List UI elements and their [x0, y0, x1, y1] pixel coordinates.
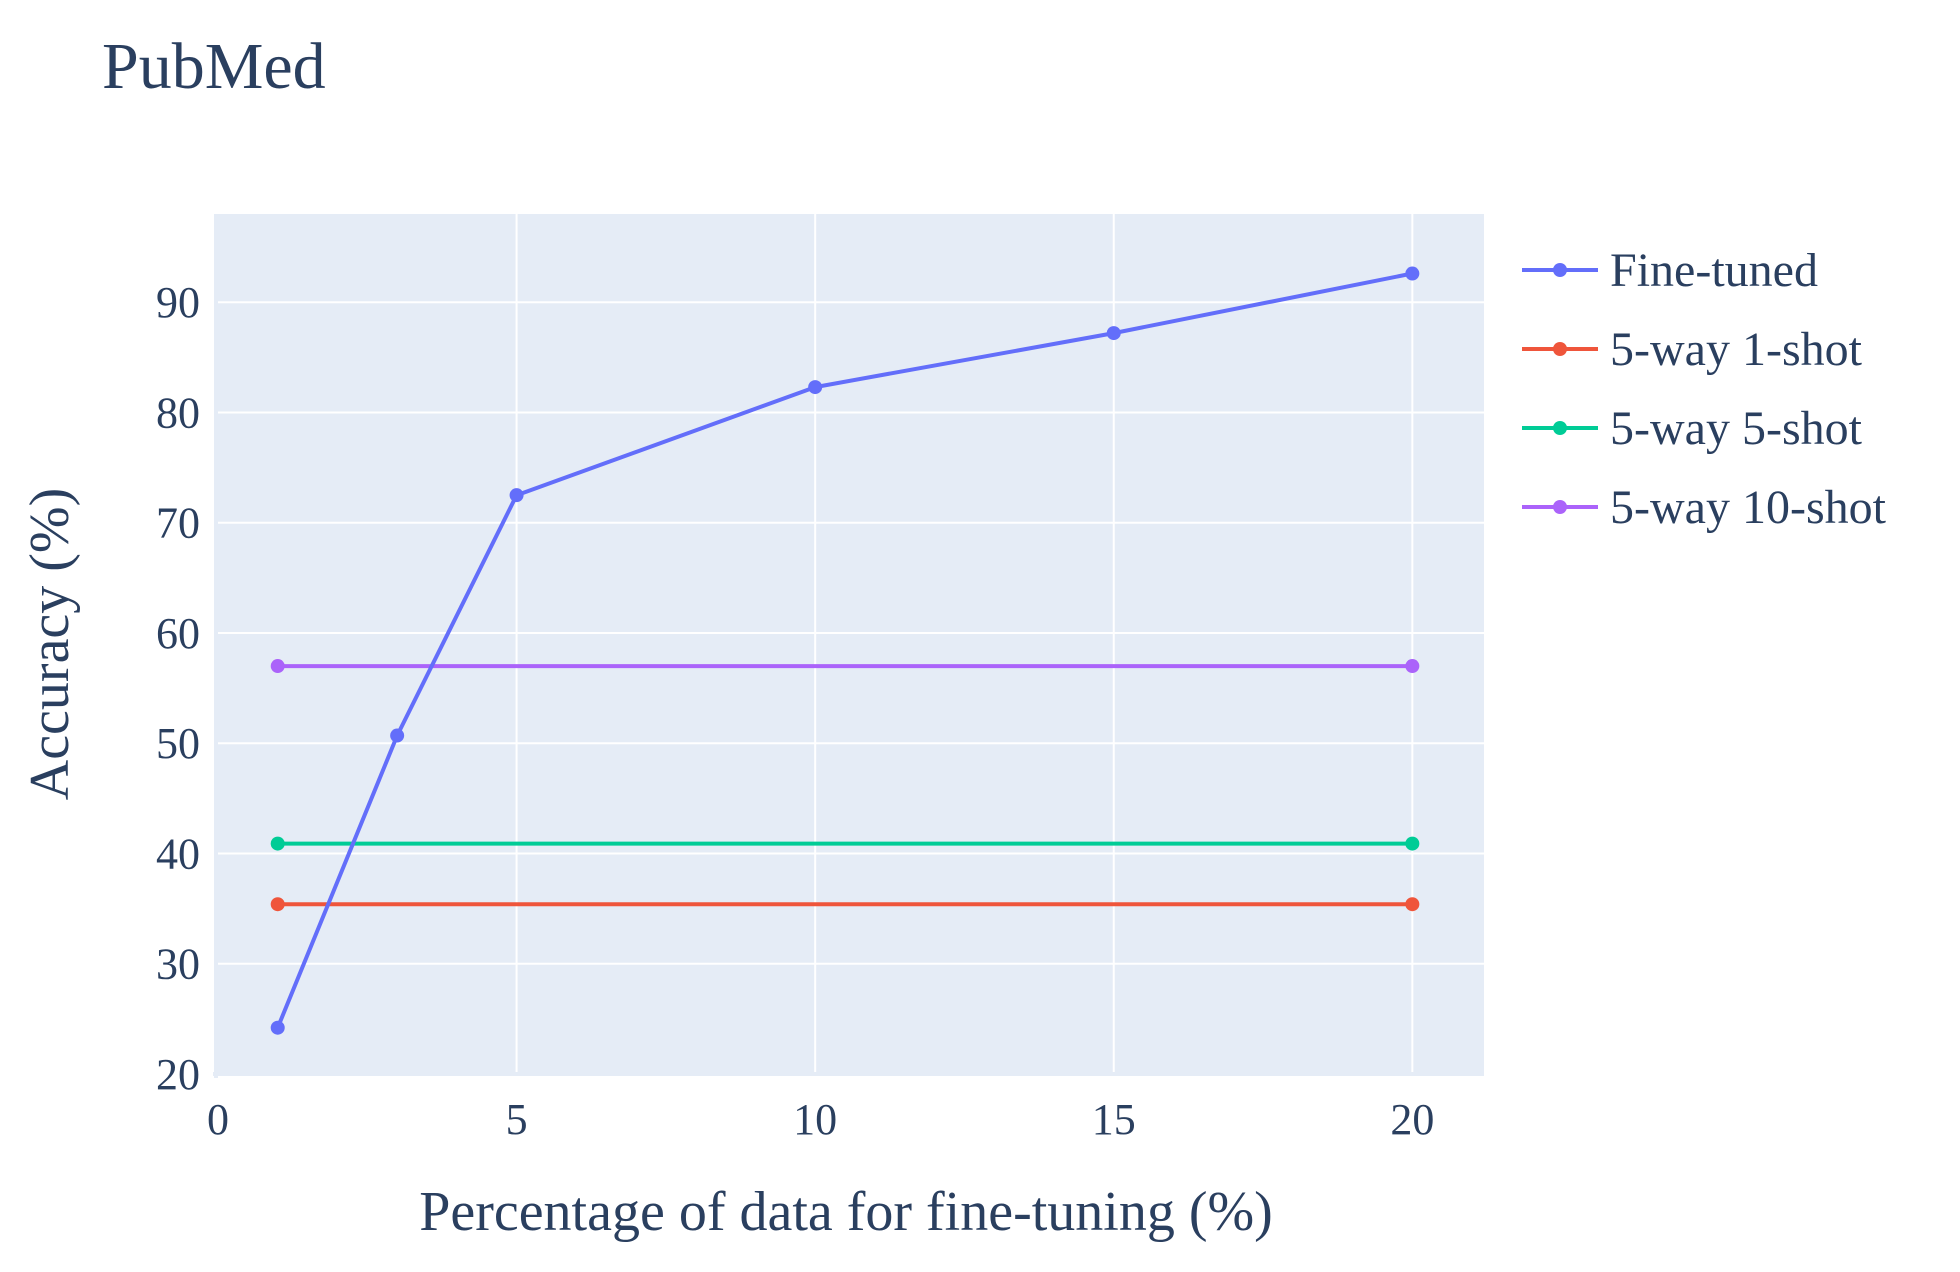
y-tick-label: 90	[156, 278, 200, 327]
data-point	[270, 897, 285, 912]
x-tick-label: 10	[793, 1095, 837, 1144]
legend-item: 5-way 1-shot	[1522, 323, 1863, 376]
data-point	[1106, 326, 1121, 341]
y-tick-label: 70	[156, 499, 200, 548]
grid	[218, 214, 1484, 1074]
data-point	[509, 488, 524, 503]
x-tick-label: 0	[207, 1095, 229, 1144]
x-tick-labels: 0 5 10 15 20	[207, 1095, 1434, 1144]
y-tick-labels: 20 30 40 50 60 70 80 90	[156, 278, 200, 1099]
series	[270, 836, 1420, 851]
y-tick-label: 40	[156, 829, 200, 878]
legend-item: 5-way 10-shot	[1522, 481, 1887, 534]
y-axis-title: Accuracy (%)	[19, 488, 81, 800]
data-point	[270, 1020, 285, 1035]
series	[270, 897, 1420, 912]
y-tick-label: 50	[156, 719, 200, 768]
y-tick-label: 60	[156, 609, 200, 658]
series-layer	[270, 266, 1420, 1035]
data-point	[1405, 266, 1420, 281]
series-line	[275, 271, 1413, 1029]
y-tick-label: 80	[156, 388, 200, 437]
series	[270, 266, 1420, 1035]
data-point	[270, 659, 285, 674]
data-point	[1405, 659, 1420, 674]
axes	[213, 214, 1484, 1078]
legend-label: 5-way 5-shot	[1610, 402, 1863, 455]
legend-item: Fine-tuned	[1522, 244, 1818, 297]
legend-swatch-marker	[1553, 421, 1567, 435]
legend-swatch-marker	[1553, 263, 1567, 277]
legend-swatch-marker	[1553, 500, 1567, 514]
y-tick-label: 20	[156, 1050, 200, 1099]
data-point	[1405, 897, 1420, 912]
x-tick-label: 20	[1390, 1095, 1434, 1144]
legend-swatch-marker	[1553, 342, 1567, 356]
data-point	[1405, 836, 1420, 851]
data-point	[270, 836, 285, 851]
x-tick-label: 5	[506, 1095, 528, 1144]
legend-label: Fine-tuned	[1610, 244, 1818, 297]
legend-item: 5-way 5-shot	[1522, 402, 1863, 455]
legend: Fine-tuned 5-way 1-shot 5-way 5-shot 5-way …	[1522, 244, 1887, 534]
x-axis-title: Percentage of data for fine-tuning (%)	[419, 1181, 1273, 1243]
legend-label: 5-way 1-shot	[1610, 323, 1863, 376]
data-point	[808, 380, 823, 395]
y-tick-label: 30	[156, 940, 200, 989]
series	[270, 659, 1420, 674]
x-tick-label: 15	[1092, 1095, 1136, 1144]
chart-title: PubMed	[102, 30, 326, 103]
legend-label: 5-way 10-shot	[1610, 481, 1887, 534]
data-point	[390, 728, 405, 743]
plot-area	[218, 214, 1484, 1074]
